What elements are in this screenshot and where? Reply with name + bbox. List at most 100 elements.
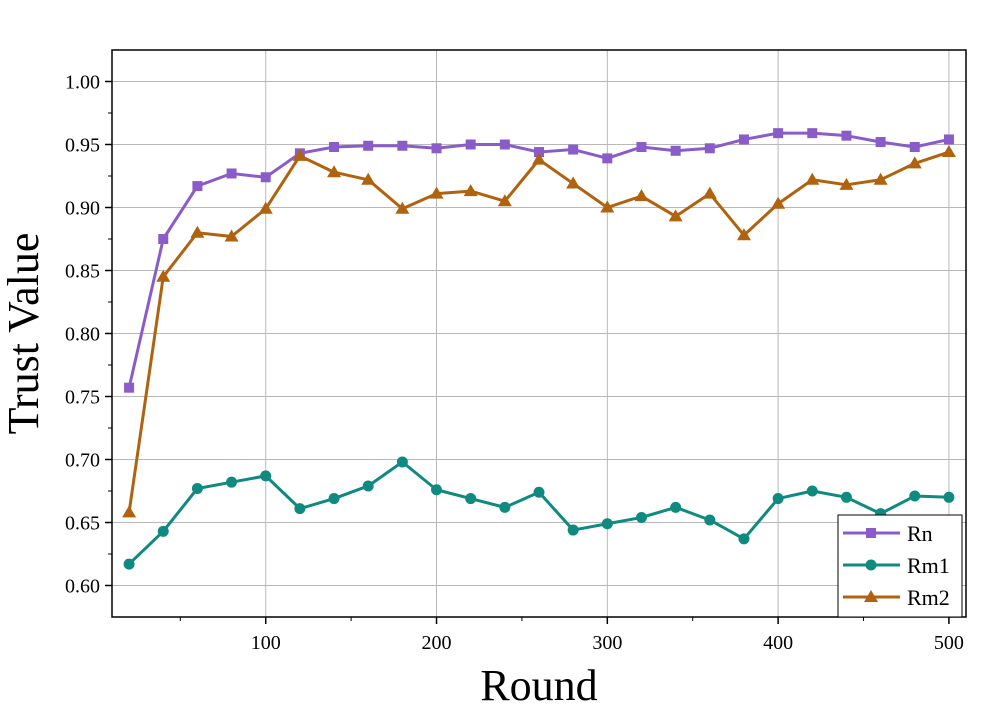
series-rn: [124, 128, 954, 393]
y-tick-label: 0.90: [65, 198, 100, 220]
series-rn-point: [192, 181, 203, 192]
series-rn-point: [397, 140, 408, 151]
series-rn-point: [773, 128, 784, 139]
series-rn-point: [636, 142, 647, 153]
series-rm2-point: [395, 201, 410, 214]
series-rn-point: [670, 145, 681, 156]
x-tick-label: 200: [422, 632, 452, 654]
series-rn-point: [534, 147, 544, 158]
series-rn-point: [602, 153, 613, 164]
series-rn-point: [499, 139, 510, 150]
series-rm2-point: [224, 229, 239, 242]
series-rm1-point: [772, 493, 784, 505]
series-rm2-point: [702, 186, 717, 199]
series-rm1-point: [567, 524, 579, 536]
y-tick-label: 1.00: [65, 72, 100, 94]
series-rm1-point: [465, 493, 477, 505]
series-rn-point: [738, 134, 749, 145]
legend-rm1-label: Rm1: [907, 553, 950, 578]
series-rm2-point: [736, 228, 751, 241]
series-rm1-point: [294, 503, 306, 515]
series-rm2-point: [873, 172, 888, 185]
series-rm2-point: [463, 184, 478, 197]
series-rm1-point: [840, 491, 852, 503]
series-rn-point: [704, 143, 715, 154]
series-rm2-point: [156, 269, 171, 282]
series-rn-point: [943, 134, 954, 145]
series-rm1-point: [328, 493, 340, 505]
series-lines: [122, 128, 956, 570]
legend-rn-marker: [866, 528, 876, 538]
series-rm1-point: [226, 476, 238, 488]
series-rm1-point: [806, 485, 818, 497]
legend: Rn Rm1 Rm2: [837, 514, 963, 618]
grid: [112, 50, 966, 617]
series-rm2-point: [600, 200, 615, 213]
series-rm1-point: [943, 491, 955, 503]
series-rm1-point: [601, 518, 613, 530]
series-rm2-point: [429, 186, 444, 199]
series-rm2-point: [497, 194, 512, 207]
series-rm1-point: [704, 514, 716, 526]
series-rm2-point: [258, 201, 273, 214]
series-rn-point: [841, 130, 852, 141]
series-rm1-point: [260, 470, 272, 482]
series-rm1-point: [738, 533, 750, 545]
y-tick-label: 0.80: [65, 324, 100, 346]
y-tick-label: 0.95: [65, 135, 100, 157]
legend-rm2-label: Rm2: [907, 585, 950, 610]
series-rm2-point: [122, 505, 137, 518]
series-rm2-point: [941, 145, 956, 158]
series-rm2-point: [907, 156, 922, 169]
series-rn-point: [807, 128, 818, 139]
series-rn-point: [909, 142, 920, 153]
series-rn-point: [329, 142, 340, 153]
series-rm2-point: [805, 172, 820, 185]
legend-rm2-marker: [864, 590, 878, 602]
series-rm2-point: [668, 209, 683, 222]
y-tick-label: 0.65: [65, 513, 100, 535]
series-rm2-point: [292, 148, 307, 161]
series-rn-point: [431, 143, 442, 154]
x-tick-label: 100: [251, 632, 281, 654]
series-rm1-point: [909, 490, 921, 502]
legend-rm1-marker: [865, 559, 877, 571]
series-rm1-point: [431, 484, 443, 496]
series-rm1-point: [157, 525, 169, 537]
series-rn-point: [260, 172, 271, 183]
x-tick-label: 300: [592, 632, 622, 654]
axis-ticks: 0.60 0.65 0.70 0.75 0.80 0.85 0.90 0.95 1.00 100 2…: [65, 72, 964, 655]
series-rm1-point: [191, 482, 203, 494]
y-tick-label: 0.75: [65, 387, 100, 409]
series-rn-point: [226, 168, 237, 179]
x-tick-label: 400: [763, 632, 793, 654]
legend-rn-label: Rn: [907, 521, 933, 546]
series-rn-point: [363, 140, 374, 151]
series-rm2-point: [532, 152, 546, 165]
series-rm1-point: [499, 501, 511, 513]
y-tick-label: 0.60: [65, 576, 100, 598]
series-rm1-point: [670, 501, 682, 513]
series-rm2: [122, 145, 956, 518]
series-rm2-point: [839, 177, 854, 190]
x-tick-label: 500: [934, 632, 964, 654]
series-rn-point: [875, 136, 886, 147]
series-rm1-point: [635, 511, 647, 523]
series-rm2-point: [190, 225, 205, 238]
series-rm1: [123, 456, 955, 570]
y-axis-title: Trust Value: [0, 233, 48, 435]
series-rn-point: [158, 234, 169, 244]
series-rm2-point: [327, 165, 342, 178]
series-rm2-point: [361, 172, 376, 185]
y-tick-label: 0.70: [65, 450, 100, 472]
x-axis-title: Round: [480, 661, 597, 707]
series-rm1-point: [533, 486, 545, 498]
series-rm2-point: [566, 176, 581, 189]
series-rm2-point: [634, 189, 649, 202]
series-rn-point: [568, 144, 579, 155]
y-tick-label: 0.85: [65, 261, 100, 283]
series-rm2-point: [771, 196, 786, 209]
series-rn-point: [124, 382, 135, 393]
